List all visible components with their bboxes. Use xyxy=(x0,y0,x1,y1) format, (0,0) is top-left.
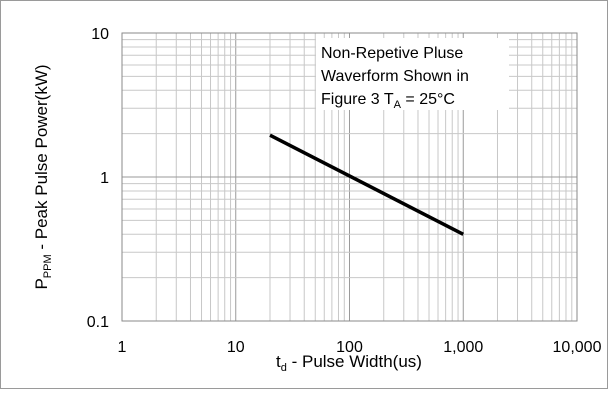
x-tick-label: 1,000 xyxy=(443,339,483,356)
x-tick-label: 100 xyxy=(336,339,363,356)
y-axis-label: PPPM - Peak Pulse Power(kW) xyxy=(32,64,54,289)
x-tick-label: 10 xyxy=(227,339,245,356)
annotation-line-2: Waverform Shown in xyxy=(321,68,469,85)
x-axis-label-sub: d xyxy=(281,362,287,374)
series-line xyxy=(269,133,465,236)
annotation-box xyxy=(316,38,509,110)
annotation-line-3-post: = 25°C xyxy=(401,91,455,108)
series-group xyxy=(269,133,465,236)
tick-labels: 1 10 100 1,000 10,000 10 1 0.1 xyxy=(87,26,602,356)
y-tick-label: 0.1 xyxy=(87,314,109,331)
annotation-line-3-pre: Figure 3 T xyxy=(321,91,394,108)
annotation-line-1: Non-Repetive Pluse xyxy=(321,45,463,62)
y-axis-label-main: P xyxy=(32,278,51,289)
y-axis-label-sub: PPM xyxy=(42,254,54,278)
x-axis-label-rest: - Pulse Width(us) xyxy=(287,352,422,371)
annotation-line-3: Figure 3 TA = 25°C xyxy=(321,91,455,111)
x-tick-label: 1 xyxy=(118,339,127,356)
plot-border xyxy=(121,32,578,322)
y-tick-label: 1 xyxy=(100,170,109,187)
x-tick-label: 10,000 xyxy=(553,339,602,356)
x-axis-label: td - Pulse Width(us) xyxy=(276,352,422,374)
x-axis-label-main: t xyxy=(276,352,281,371)
annotation-line-3-sub: A xyxy=(394,99,402,111)
y-tick-label: 10 xyxy=(91,26,109,43)
y-axis-label-rest: - Peak Pulse Power(kW) xyxy=(32,64,51,254)
